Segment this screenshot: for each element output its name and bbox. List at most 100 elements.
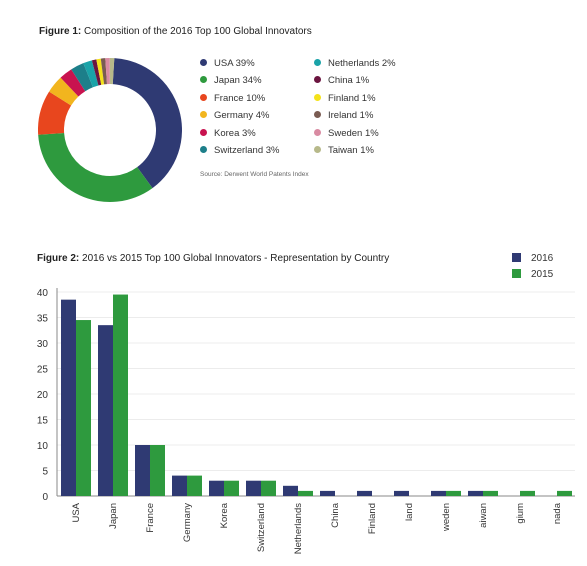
donut-legend-item: Taiwan 1%: [314, 145, 374, 156]
bar-2015-switzerland: [261, 480, 276, 496]
figure2-title: Figure 2: 2016 vs 2015 Top 100 Global In…: [37, 253, 389, 264]
bar-2016-finland: [357, 490, 372, 496]
x-tick-label: gium: [515, 503, 526, 524]
figure1-title: Figure 1: Composition of the 2016 Top 10…: [39, 26, 312, 37]
bar-2015-korea: [224, 480, 239, 496]
legend-label: Netherlands 2%: [328, 58, 396, 69]
y-tick-label: 25: [37, 365, 49, 376]
donut-slice-1: [38, 133, 153, 203]
x-tick-label: aiwan: [478, 503, 489, 528]
bar-2016-china: [320, 490, 335, 496]
donut-chart: [38, 58, 182, 203]
legend-dot: [314, 58, 321, 66]
bar-2015-canada: [557, 490, 572, 496]
x-tick-label: Japan: [108, 503, 119, 529]
bar-2015-netherlands: [298, 490, 313, 496]
donut-legend-item: Korea 3%: [200, 128, 256, 139]
x-tick-label: Finland: [367, 503, 378, 534]
x-tick-label: Netherlands: [293, 503, 304, 554]
y-tick-label: 5: [42, 467, 48, 478]
x-tick-label: nada: [552, 502, 563, 524]
legend-dot: [200, 58, 207, 66]
x-tick-label: China: [330, 502, 341, 528]
legend-dot: [314, 145, 321, 153]
donut-legend-item: France 10%: [200, 93, 265, 104]
donut-legend-item: Netherlands 2%: [314, 58, 396, 69]
legend-label: 2016: [531, 253, 554, 264]
donut-legend-item: China 1%: [314, 75, 369, 86]
legend-label: France 10%: [214, 92, 266, 104]
legend-label: China 1%: [328, 75, 370, 87]
bar-2016-usa: [61, 299, 76, 496]
legend-dot: [200, 76, 207, 84]
legend-label: Korea 3%: [214, 127, 256, 139]
x-tick-label: weden: [441, 503, 452, 532]
figure1-label: Figure 1:: [39, 26, 82, 37]
bar-legend-item: 2016: [512, 251, 553, 267]
bar-2015-france: [150, 445, 165, 496]
donut-legend-item: USA 39%: [200, 58, 255, 69]
donut-slice-11: [109, 58, 115, 85]
donut-slice-5: [71, 63, 93, 92]
bar-2015-belgium: [520, 490, 535, 496]
figure2-title-text: 2016 vs 2015 Top 100 Global Innovators -…: [82, 253, 390, 264]
y-tick-label: 10: [37, 441, 49, 452]
y-tick-label: 40: [37, 288, 49, 299]
bar-2016-ireland: [394, 490, 409, 496]
x-tick-label: Korea: [219, 502, 230, 528]
legend-label: Germany 4%: [214, 110, 270, 122]
donut-slice-9: [100, 58, 107, 85]
bar-2016-sweden: [431, 490, 446, 496]
bar-2016-taiwan: [468, 490, 483, 496]
bar-chart: 0 5 10 15 20 25 30 35 40 USA Japan France Germany Kor…: [37, 288, 575, 554]
y-tick-label: 20: [37, 390, 49, 401]
donut-legend-item: Ireland 1%: [314, 110, 373, 121]
bar-2015-germany: [187, 475, 202, 496]
donut-slice-4: [60, 69, 86, 97]
bar-2015-taiwan: [483, 490, 498, 496]
donut-slice-6: [83, 60, 99, 88]
legend-label: Ireland 1%: [328, 110, 374, 122]
x-tick-label: USA: [71, 502, 82, 522]
x-tick-label: Switzerland: [256, 503, 267, 552]
legend-label: USA 39%: [214, 58, 255, 69]
legend-label: Finland 1%: [328, 92, 376, 104]
bar-2016-korea: [209, 480, 224, 496]
donut-slice-8: [96, 58, 105, 85]
bar-2015-japan: [113, 294, 128, 496]
bar-legend-item: 2015: [512, 267, 553, 283]
x-tick-label: France: [145, 503, 156, 533]
donut-slice-2: [38, 91, 72, 135]
legend-dot: [314, 76, 321, 84]
legend-dot: [314, 111, 321, 119]
legend-swatch: [512, 252, 521, 262]
y-tick-label: 0: [42, 492, 48, 503]
figure1-title-text: Composition of the 2016 Top 100 Global I…: [84, 26, 312, 37]
donut-legend-item: Japan 34%: [200, 75, 262, 86]
donut-slice-0: [112, 58, 182, 189]
y-tick-label: 15: [37, 416, 49, 427]
donut-slice-3: [49, 77, 79, 106]
bar-2015-usa: [76, 320, 91, 496]
bar-legend: 2016 2015: [512, 251, 553, 283]
legend-label: Switzerland 3%: [214, 145, 280, 156]
x-tick-label: Germany: [182, 503, 193, 542]
y-tick-label: 30: [37, 339, 49, 350]
legend-label: Japan 34%: [214, 75, 262, 87]
bar-2016-japan: [98, 325, 113, 496]
donut-slice-10: [105, 58, 110, 85]
legend-dot: [200, 111, 207, 119]
y-tick-label: 35: [37, 314, 49, 325]
legend-dot: [200, 93, 207, 101]
donut-legend-item: Sweden 1%: [314, 128, 379, 139]
legend-label: 2015: [531, 269, 554, 280]
x-tick-label: land: [404, 503, 415, 521]
legend-dot: [314, 93, 321, 101]
bar-2016-france: [135, 445, 150, 496]
legend-dot: [314, 128, 321, 136]
figure2-label: Figure 2:: [37, 253, 80, 264]
source-note: Source: Derwent World Patents Index: [200, 171, 309, 178]
legend-dot: [200, 145, 207, 153]
legend-dot: [200, 128, 207, 136]
bar-2015-sweden: [446, 490, 461, 496]
